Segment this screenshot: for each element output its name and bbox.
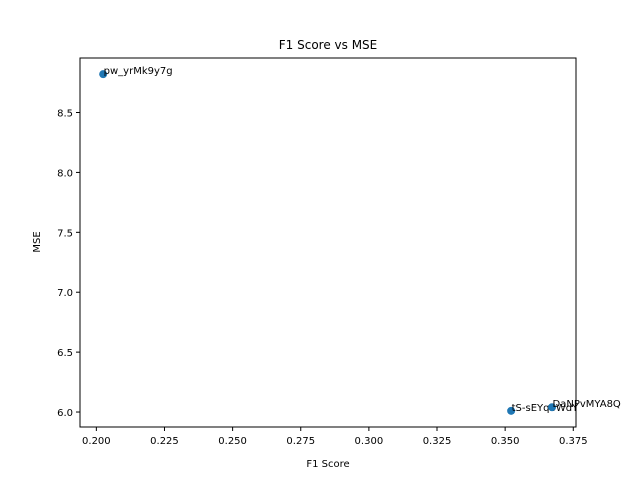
y-axis-title: MSE [32, 231, 43, 252]
y-tick-label: 6.0 [57, 408, 73, 419]
y-tick-label: 7.5 [57, 228, 73, 239]
y-tick-label: 8.0 [57, 168, 73, 179]
x-tick-label: 0.300 [355, 436, 384, 447]
x-tick-label: 0.250 [218, 436, 247, 447]
x-axis: 0.200 0.225 0.250 0.275 0.300 0.325 0.350 0.375 [82, 427, 588, 447]
y-tick-label: 8.5 [57, 109, 73, 120]
data-point-label: pw_yrMk9y7g [104, 66, 173, 77]
data-point [548, 403, 557, 412]
y-tick-label: 7.0 [57, 288, 73, 299]
data-point-label: tS-sEYqbWdY [512, 403, 579, 414]
x-axis-title: F1 Score [306, 459, 349, 470]
data-point [507, 406, 516, 415]
x-tick-label: 0.275 [286, 436, 315, 447]
y-tick-label: 6.5 [57, 348, 73, 359]
x-tick-label: 0.375 [559, 436, 588, 447]
data-point-label: DaNPvMYA8Q [553, 399, 621, 410]
x-tick-label: 0.200 [82, 436, 111, 447]
data-point [99, 70, 108, 79]
chart-title: F1 Score vs MSE [279, 38, 378, 52]
axes-frame [79, 57, 577, 428]
x-tick-label: 0.325 [423, 436, 452, 447]
x-tick-label: 0.350 [491, 436, 520, 447]
y-axis: 6.0 6.5 7.0 7.5 8.0 8.5 [57, 109, 80, 419]
x-tick-label: 0.225 [150, 436, 179, 447]
